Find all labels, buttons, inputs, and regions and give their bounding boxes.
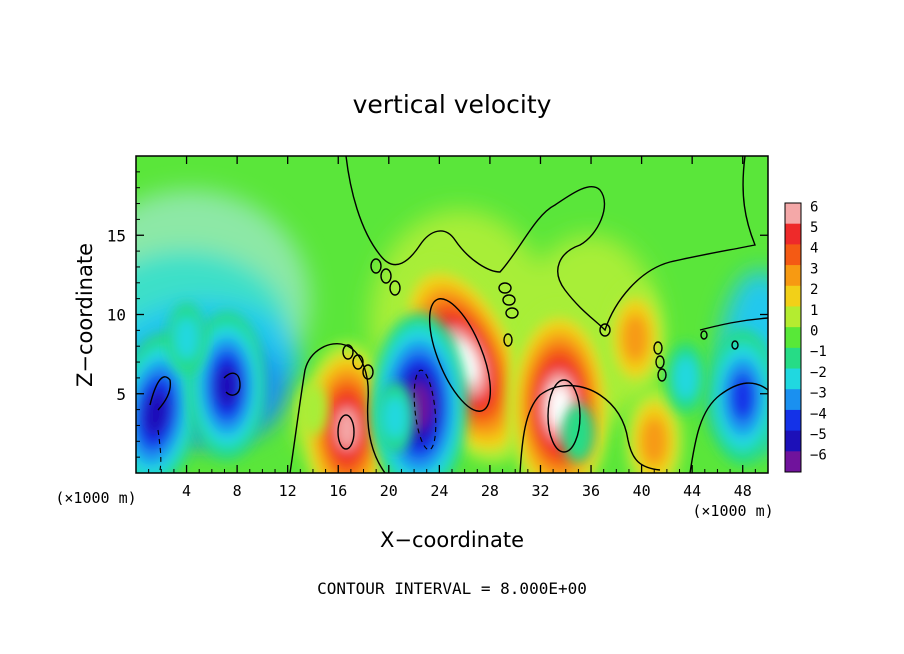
contour-interval-note: CONTOUR INTERVAL = 8.000E+00 — [317, 579, 587, 598]
cell-13-level-0 — [298, 383, 328, 436]
x-tick-label: 12 — [279, 482, 297, 500]
x-axis: 4 8 12 16 20 24 28 32 36 40 44 48 — [148, 156, 756, 500]
x-unit-note-right: (×1000 m) — [692, 502, 773, 520]
x-tick-label: 44 — [683, 482, 701, 500]
velocity-cell-8 — [625, 386, 684, 473]
chart-title: vertical velocity — [353, 90, 552, 119]
velocity-cell-6 — [166, 302, 207, 374]
x-axis-label: X−coordinate — [380, 528, 524, 552]
colorbar-label: −3 — [810, 386, 827, 402]
colorbar-label: 2 — [810, 282, 818, 298]
colorbar-swatch — [785, 327, 801, 349]
colorbar-swatch — [785, 347, 801, 370]
colorbar-swatch — [785, 285, 801, 307]
x-tick-label: 24 — [430, 482, 448, 500]
colorbar-label: 1 — [810, 303, 818, 319]
colorbar-label: 3 — [810, 261, 818, 277]
colorbar-label: −4 — [810, 406, 827, 422]
colorbar-swatch — [785, 203, 801, 225]
x-tick-label: 36 — [582, 482, 600, 500]
colorbar-label: 4 — [810, 241, 818, 257]
x-unit-note-left: (×1000 m) — [55, 489, 136, 507]
x-tick-label: 4 — [182, 482, 191, 500]
x-tick-label: 8 — [233, 482, 242, 500]
velocity-cell-10 — [666, 342, 706, 414]
colorbar-label: −5 — [810, 427, 827, 443]
x-tick-label: 20 — [380, 482, 398, 500]
velocity-cell-2 — [301, 341, 393, 473]
cell-10-level-1 — [673, 356, 698, 400]
x-tick-label: 32 — [531, 482, 549, 500]
velocity-cell-7 — [606, 283, 665, 394]
y-tick-label: 15 — [107, 226, 126, 245]
velocity-cell-11 — [375, 382, 415, 454]
cell-7-level-2 — [622, 313, 649, 363]
colorbar-swatch — [785, 244, 801, 266]
y-axis-label: Z−coordinate — [73, 243, 97, 387]
x-tick-label: 28 — [481, 482, 499, 500]
colorbar-swatch — [785, 451, 801, 473]
x-tick-label: 16 — [329, 482, 347, 500]
cell-4-level-4 — [143, 389, 169, 436]
contour-lines — [149, 156, 768, 473]
y-tick-label: 10 — [107, 306, 126, 325]
colorbar-swatch — [785, 368, 801, 390]
colorbar-label: 0 — [810, 324, 818, 340]
colorbar-swatch — [785, 409, 801, 432]
colorbar-label: −6 — [810, 448, 827, 464]
colorbar-swatch — [785, 265, 801, 287]
cell-6-level-1 — [174, 316, 199, 361]
y-axis: 5 10 15 — [107, 171, 768, 458]
colorbar-swatch — [785, 223, 801, 245]
colorbar-label: −1 — [810, 344, 827, 360]
colorbar-frame — [784, 202, 802, 473]
colorbar-swatch — [785, 306, 801, 328]
colorbar-label: −2 — [810, 365, 827, 381]
x-tick-label: 40 — [633, 482, 651, 500]
velocity-cell-1 — [507, 305, 612, 473]
velocity-cell-13 — [298, 383, 328, 436]
colorbar: 6 5 4 3 2 1 0 −1 −2 −3 −4 −5 −6 — [784, 199, 827, 473]
cell-5-level-4 — [215, 364, 239, 408]
colorbar-swatch — [785, 430, 801, 452]
colorbar-swatch — [785, 389, 801, 411]
y-tick-label: 5 — [116, 385, 126, 404]
plot-field — [136, 156, 768, 473]
velocity-cell-5 — [188, 311, 266, 461]
cell-8-level-2 — [641, 416, 668, 466]
velocity-cells — [136, 260, 768, 473]
cell-11-level-1 — [383, 395, 408, 440]
colorbar-label: 6 — [810, 199, 818, 215]
cell-9-level-3 — [730, 373, 756, 421]
colorbar-label: 5 — [810, 220, 818, 236]
negative-contours — [157, 369, 437, 471]
x-tick-label: 48 — [734, 482, 752, 500]
velocity-cell-9 — [707, 328, 768, 465]
